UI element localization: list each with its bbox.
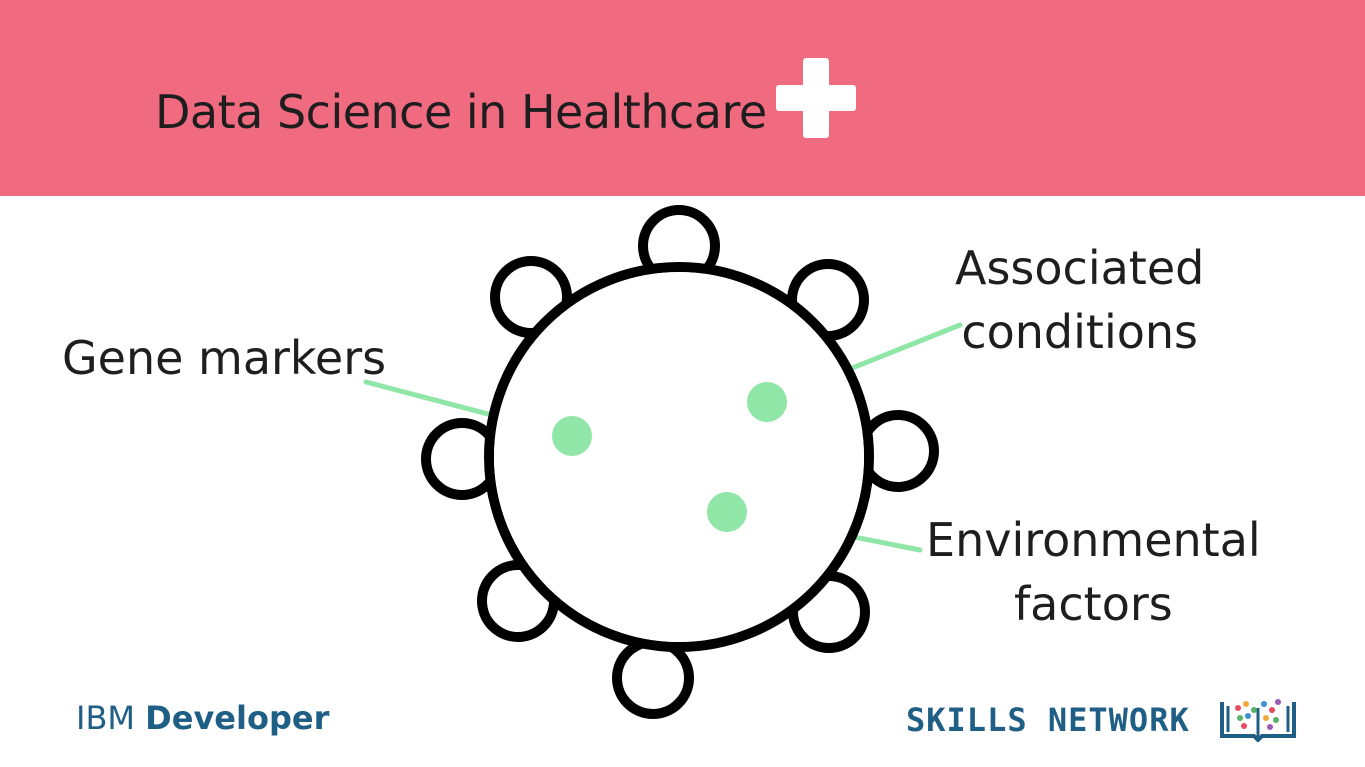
associated-conditions-line2: conditions — [961, 305, 1198, 359]
gene-markers-dot — [552, 416, 592, 456]
slide-title: Data Science in Healthcare — [155, 85, 767, 139]
environmental-factors-label: Environmental factors — [926, 508, 1261, 636]
gene-markers-text: Gene markers — [62, 331, 387, 385]
ibm-developer-logo: IBM Developer — [76, 696, 329, 740]
gene-markers-label: Gene markers — [62, 326, 386, 390]
ibm-word: IBM — [76, 699, 135, 737]
associated-conditions-line1: Associated — [955, 241, 1205, 295]
environmental-factors-line2: factors — [1013, 577, 1173, 631]
book-icon — [1220, 699, 1296, 742]
developer-word: Developer — [145, 699, 330, 737]
associated-conditions-label: Associated conditions — [955, 236, 1204, 364]
plus-icon — [776, 58, 856, 138]
environmental-factors-line1: Environmental — [926, 513, 1261, 567]
title-banner — [0, 0, 1365, 196]
skills-network-wordmark: SKILLS NETWORK — [906, 701, 1190, 739]
environmental-factors-dot — [707, 492, 747, 532]
associated-conditions-dot — [747, 382, 787, 422]
